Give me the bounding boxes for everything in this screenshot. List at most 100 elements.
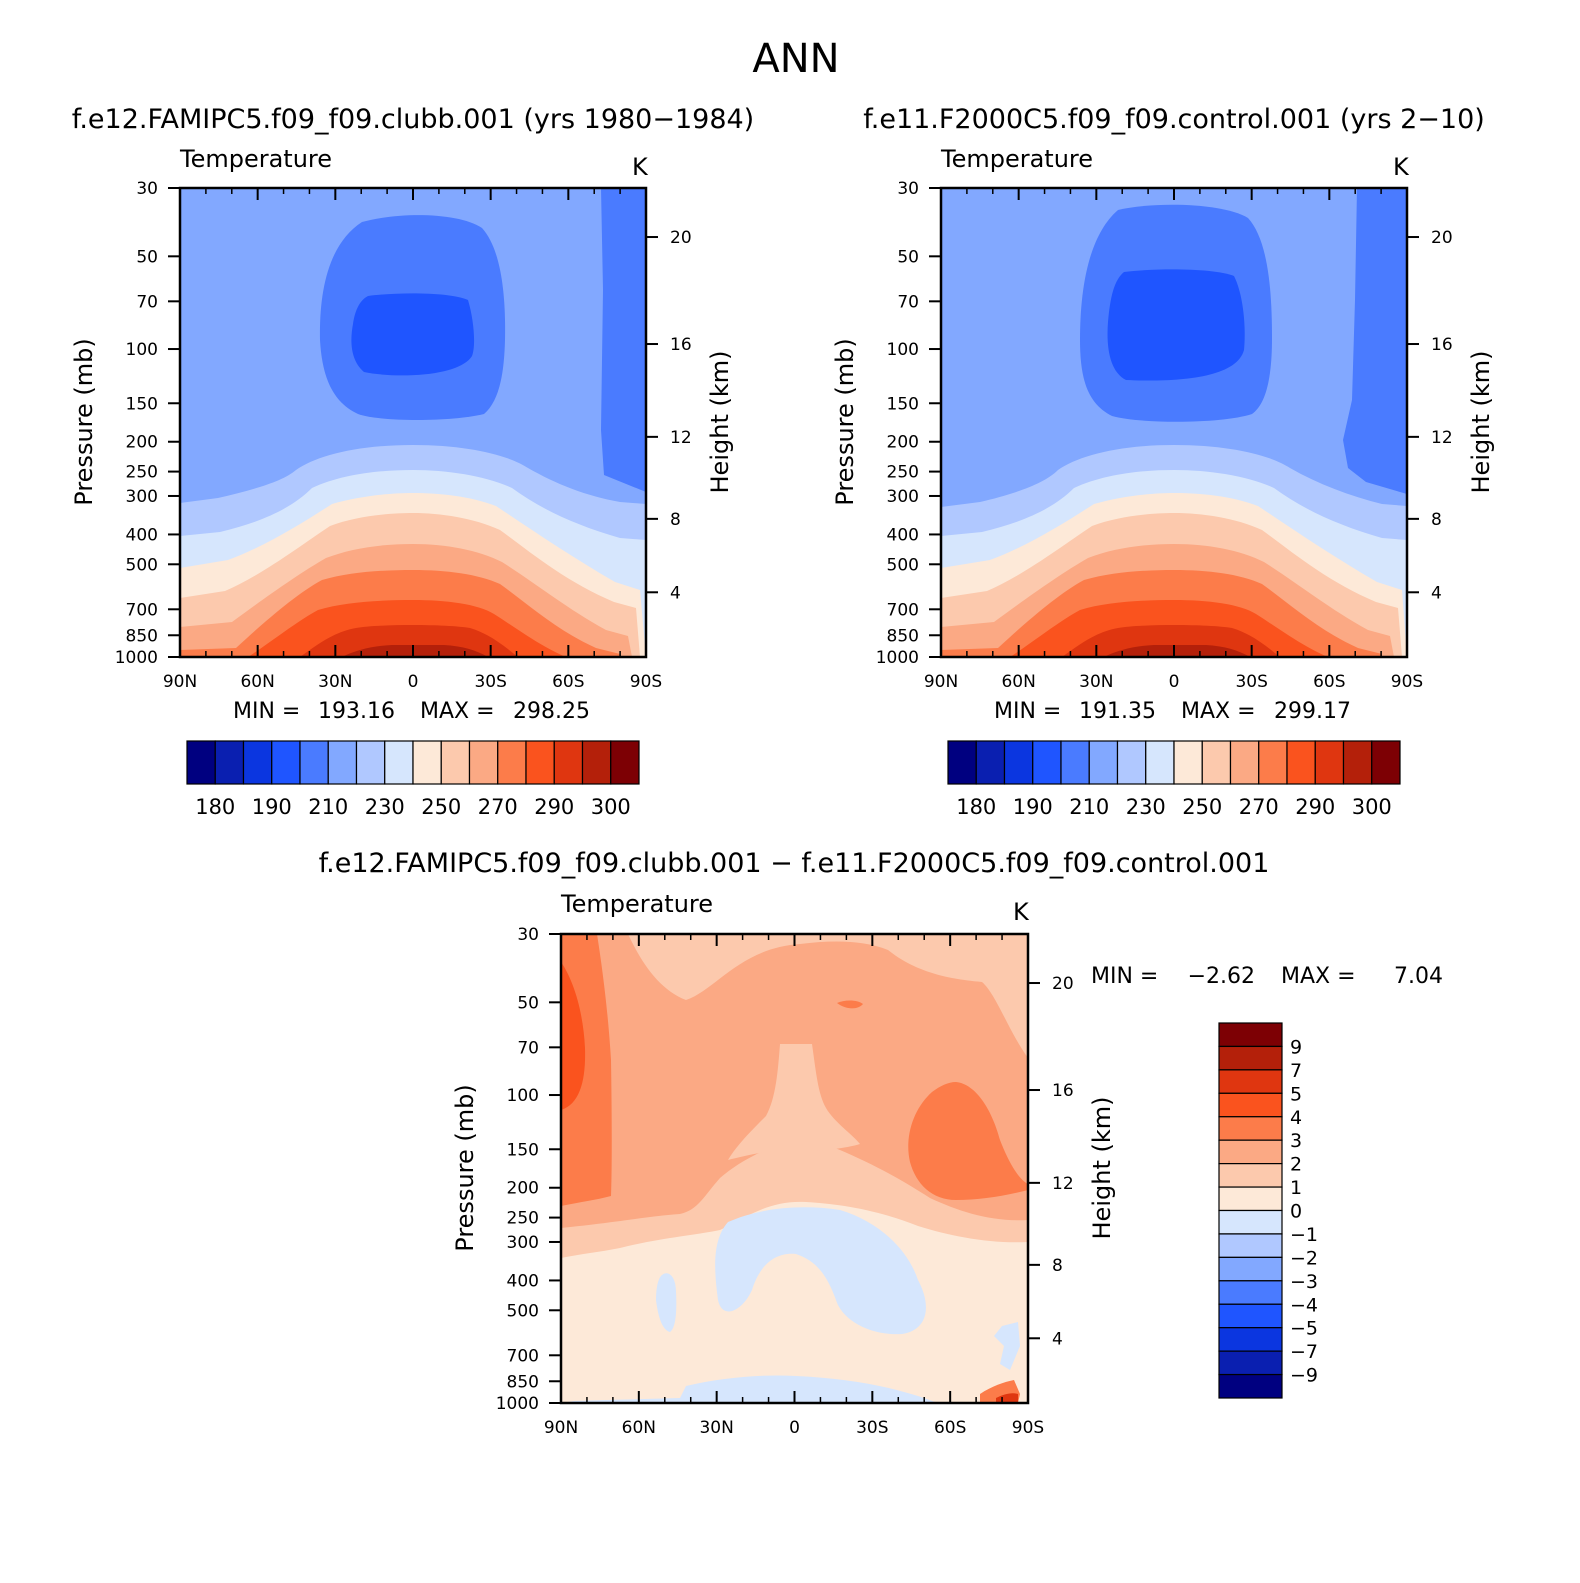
colorbar-label: 250 xyxy=(421,795,461,819)
colorbar-label: 250 xyxy=(1182,795,1222,819)
max-label: MAX = xyxy=(420,699,495,724)
x-tick-label: 90N xyxy=(544,1418,578,1438)
colorbar-swatch xyxy=(1342,740,1373,785)
y-right-tick-label: 8 xyxy=(1431,510,1442,530)
contour-band-295 xyxy=(1104,645,1250,657)
y-tick-label: 700 xyxy=(887,600,919,620)
y-axis-label-right: Height (km) xyxy=(1088,1097,1116,1240)
colorbar-swatch xyxy=(1314,740,1345,785)
max-value: 299.17 xyxy=(1274,699,1351,724)
axes: 90N 60N 30N 0 30S 60S 90S 30 50 70 100 150 200 250 300… xyxy=(115,179,692,692)
colorbar-swatch xyxy=(1145,740,1175,785)
colorbar-label: 290 xyxy=(1295,795,1335,819)
y-tick-label: 100 xyxy=(507,1086,539,1106)
colorbar-swatch xyxy=(271,740,301,785)
colorbar-swatch xyxy=(610,740,640,785)
x-tick-label: 60S xyxy=(1313,672,1345,692)
y-tick-label: 700 xyxy=(126,600,158,620)
colorbar-swatch xyxy=(1003,740,1034,785)
x-tick-label: 0 xyxy=(1169,672,1180,692)
y-tick-label: 30 xyxy=(517,925,539,945)
y-tick-label: 200 xyxy=(507,1179,539,1199)
colorbar-label: 210 xyxy=(1069,795,1109,819)
colorbar-label: 4 xyxy=(1290,1107,1302,1129)
colorbar-swatch xyxy=(1218,1069,1283,1094)
y-tick-label: 400 xyxy=(887,525,919,545)
colorbar-label: −5 xyxy=(1290,1318,1318,1340)
y-tick-label: 150 xyxy=(126,394,158,414)
colorbar-label: 5 xyxy=(1290,1083,1302,1105)
colorbar-swatch xyxy=(1218,1373,1283,1399)
y-right-tick-label: 4 xyxy=(1052,1329,1063,1349)
max-label: MAX = xyxy=(1181,699,1256,724)
contour-band-200-polar xyxy=(1343,188,1407,494)
colorbar-label: 180 xyxy=(195,795,235,819)
y-tick-label: 250 xyxy=(887,463,919,483)
colorbar-label: 300 xyxy=(591,795,631,819)
x-tick-label: 90S xyxy=(1012,1418,1044,1438)
y-right-tick-label: 4 xyxy=(670,583,681,603)
colorbar-swatch xyxy=(355,740,386,785)
y-tick-label: 1000 xyxy=(115,648,158,668)
y-tick-label: 70 xyxy=(136,292,158,312)
x-tick-label: 30N xyxy=(318,672,352,692)
x-tick-label: 90S xyxy=(1391,672,1423,692)
panel-title-left: Temperature xyxy=(560,890,713,918)
y-tick-label: 700 xyxy=(507,1346,539,1366)
y-tick-label: 500 xyxy=(887,555,919,575)
min-label: MIN = xyxy=(994,699,1061,724)
y-tick-label: 1000 xyxy=(876,648,919,668)
colorbar-swatch xyxy=(975,740,1006,785)
y-tick-label: 50 xyxy=(517,993,539,1013)
min-label: MIN = xyxy=(233,699,300,724)
panel-control: f.e11.F2000C5.f09_f09.control.001 (yrs 2… xyxy=(831,104,1495,819)
x-tick-label: 90N xyxy=(924,672,958,692)
y-tick-label: 250 xyxy=(126,463,158,483)
colorbar-swatch xyxy=(1218,1139,1283,1165)
colorbar-swatch xyxy=(1032,740,1062,785)
contour-band-295 xyxy=(342,645,488,657)
y-tick-label: 850 xyxy=(887,626,919,646)
contour-band-neg1 xyxy=(561,1375,938,1403)
x-tick-label: 60N xyxy=(240,672,274,692)
colorbar-swatch xyxy=(1218,1303,1283,1329)
y-tick-label: 70 xyxy=(897,292,919,312)
colorbar-swatch xyxy=(1218,1327,1283,1352)
y-right-tick-label: 12 xyxy=(1431,428,1453,448)
y-right-tick-label: 12 xyxy=(1052,1174,1074,1194)
colorbar-label: 0 xyxy=(1290,1201,1302,1223)
max-value: 298.25 xyxy=(513,699,590,724)
contour-band-190 xyxy=(351,293,475,376)
y-tick-label: 300 xyxy=(887,487,919,507)
y-tick-label: 150 xyxy=(507,1140,539,1160)
colorbar-swatch xyxy=(1218,1233,1283,1258)
panel-subtitle: f.e12.FAMIPC5.f09_f09.clubb.001 (yrs 198… xyxy=(72,104,754,135)
y-tick-label: 300 xyxy=(126,487,158,507)
colorbar-label: 290 xyxy=(534,795,574,819)
contour-field xyxy=(561,934,1028,1403)
y-right-tick-label: 8 xyxy=(1052,1256,1063,1276)
units-label: K xyxy=(1393,153,1410,181)
colorbar-swatch xyxy=(1218,1350,1283,1376)
colorbar-swatch xyxy=(1218,1116,1283,1141)
y-tick-label: 50 xyxy=(897,247,919,267)
y-tick-label: 850 xyxy=(507,1372,539,1392)
x-tick-label: 30S xyxy=(474,672,506,692)
colorbar-label: 1 xyxy=(1290,1177,1302,1199)
colorbar-swatch xyxy=(242,740,273,785)
x-tick-label: 60S xyxy=(552,672,584,692)
colorbar-swatch xyxy=(1173,740,1203,785)
panel-subtitle: f.e12.FAMIPC5.f09_f09.clubb.001 − f.e11.… xyxy=(319,848,1270,879)
y-tick-label: 400 xyxy=(507,1271,539,1291)
y-axis-label: Pressure (mb) xyxy=(70,338,98,505)
colorbar-label: −2 xyxy=(1290,1247,1318,1269)
contour-band-190 xyxy=(1107,269,1245,381)
y-right-tick-label: 20 xyxy=(1052,974,1074,994)
contour-field xyxy=(180,188,646,657)
colorbar-swatch xyxy=(186,740,216,785)
x-tick-label: 60N xyxy=(1001,672,1035,692)
contour-band-neg1 xyxy=(656,1273,677,1332)
x-tick-label: 90N xyxy=(163,672,197,692)
colorbar-swatch xyxy=(1218,1092,1283,1118)
